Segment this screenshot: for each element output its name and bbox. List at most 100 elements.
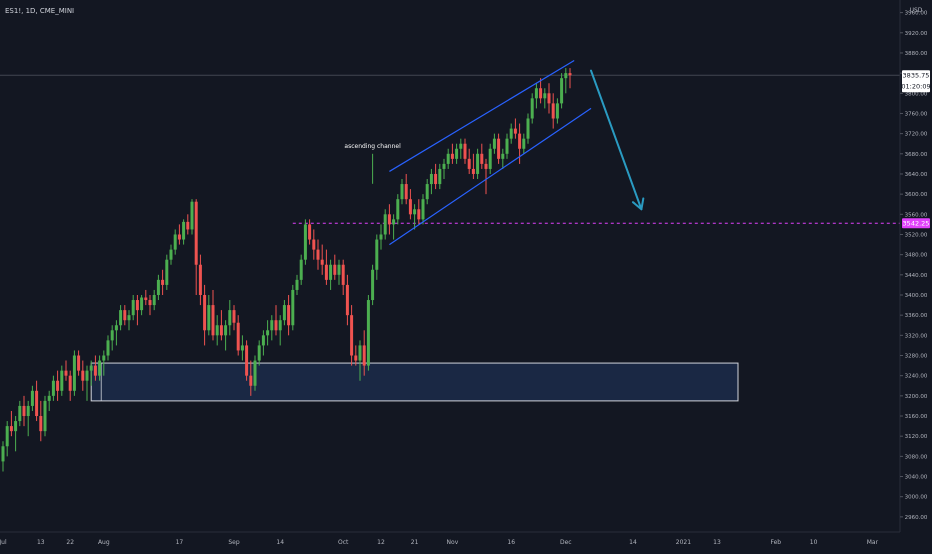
time-axis: Jul 13 22 Aug 17 Sep 14 Oct 12 21 Nov 16 Dec 14 2021 13… — [0, 539, 879, 546]
drawings-back-layer — [0, 74, 900, 402]
symbol-header: ES1!, 1D, CME_MINI — [5, 7, 74, 15]
candle-body — [156, 279, 160, 295]
candle-body — [165, 259, 169, 285]
price-tick-label: 2960.00 — [905, 515, 928, 521]
candle-body — [51, 380, 55, 396]
time-tick-label: 14 — [629, 539, 637, 546]
candle-body — [492, 138, 496, 149]
price-tick-label: 3000.00 — [905, 495, 928, 501]
current-price-label-text: 3835.75 — [903, 71, 930, 79]
candle-body — [320, 259, 324, 265]
price-tick-label: 3240.00 — [905, 374, 928, 380]
candle-body — [203, 294, 207, 331]
candle-body — [257, 345, 261, 361]
candle-body — [249, 375, 253, 386]
channel-upper-line[interactable] — [389, 59, 575, 172]
candle-body — [316, 249, 320, 260]
currency-label: USD — [910, 7, 923, 14]
price-tick-label: 3720.00 — [905, 132, 928, 138]
candle-body — [77, 355, 81, 371]
candle-body — [81, 370, 85, 381]
candle-body — [22, 405, 26, 417]
candle-body — [282, 305, 286, 321]
candle-body — [366, 300, 370, 366]
candle-body — [169, 249, 173, 260]
support-zone[interactable] — [90, 362, 739, 402]
annotation-ascending-channel[interactable]: ascending channel — [344, 143, 401, 150]
price-tick-label: 3640.00 — [905, 172, 928, 178]
candle-body — [488, 148, 492, 169]
candle-body — [467, 158, 471, 169]
candle-body — [295, 279, 299, 290]
candle-body — [274, 320, 278, 331]
price-tick-label: 3280.00 — [905, 354, 928, 360]
candle-body — [476, 153, 480, 174]
candle-body — [404, 184, 408, 200]
candle-body — [245, 345, 249, 376]
time-tick-label: Nov — [447, 539, 459, 546]
candle-body — [56, 380, 60, 391]
candle-body — [354, 355, 358, 361]
candle-body — [144, 297, 148, 301]
candle-body — [362, 345, 366, 366]
candle-body — [303, 224, 307, 260]
channel-lower-line[interactable] — [389, 107, 592, 246]
price-axis: 3960.003920.003880.003840.003800.003760.… — [900, 11, 928, 521]
candle-body — [43, 400, 47, 432]
candle-body — [438, 168, 442, 185]
price-tick-label: 3920.00 — [905, 31, 928, 37]
candle-body — [539, 88, 543, 99]
candle-body — [5, 426, 9, 447]
candle-body — [501, 153, 505, 159]
candle-body — [471, 168, 475, 174]
price-tick-label: 3360.00 — [905, 313, 928, 319]
candle-body — [480, 153, 484, 164]
time-axis-panel[interactable] — [0, 532, 900, 550]
candle-body — [211, 305, 215, 336]
price-tick-label: 3120.00 — [905, 434, 928, 440]
forecast-arrow-head — [631, 197, 645, 211]
candle-body — [547, 93, 551, 104]
candle-body — [152, 294, 156, 306]
candle-body — [173, 234, 177, 250]
candle-body — [463, 143, 467, 159]
price-tick-label: 3880.00 — [905, 51, 928, 57]
price-tick-label: 3760.00 — [905, 111, 928, 117]
price-tick-label: 3600.00 — [905, 192, 928, 198]
current-price-label: 3835.75 01:20:09 — [901, 70, 931, 93]
candle-body — [18, 405, 22, 422]
time-tick-label: 10 — [810, 539, 818, 546]
time-tick-label: 17 — [176, 539, 184, 546]
candle-body — [324, 264, 328, 280]
candle-body — [434, 173, 438, 185]
candle-body — [564, 73, 568, 79]
candle-body — [161, 279, 165, 285]
candle-body — [266, 330, 270, 336]
forecast-arrow-shaft[interactable] — [590, 69, 643, 211]
candle-body — [110, 330, 114, 341]
time-tick-label: 13 — [37, 539, 45, 546]
candle-body — [72, 355, 76, 391]
candle-body — [560, 78, 564, 104]
candle-body — [429, 173, 433, 185]
candle-body — [497, 138, 501, 159]
candle-body — [186, 221, 190, 230]
candle-body — [337, 264, 341, 275]
candle-body — [400, 184, 404, 200]
price-tick-label: 3440.00 — [905, 273, 928, 279]
time-tick-label: 2021 — [676, 539, 691, 546]
candle-body — [270, 320, 274, 331]
current-price-label-bg — [902, 70, 930, 93]
time-tick-label: Dec — [560, 539, 572, 546]
candle-body — [446, 153, 450, 164]
candle-body — [551, 103, 555, 119]
candles-layer — [1, 68, 572, 472]
candle-body — [312, 239, 316, 250]
candle-body — [568, 73, 572, 76]
candle-body — [30, 390, 34, 406]
price-tick-label: 3520.00 — [905, 232, 928, 238]
candle-body — [240, 345, 244, 351]
time-tick-label: Aug — [98, 539, 110, 546]
